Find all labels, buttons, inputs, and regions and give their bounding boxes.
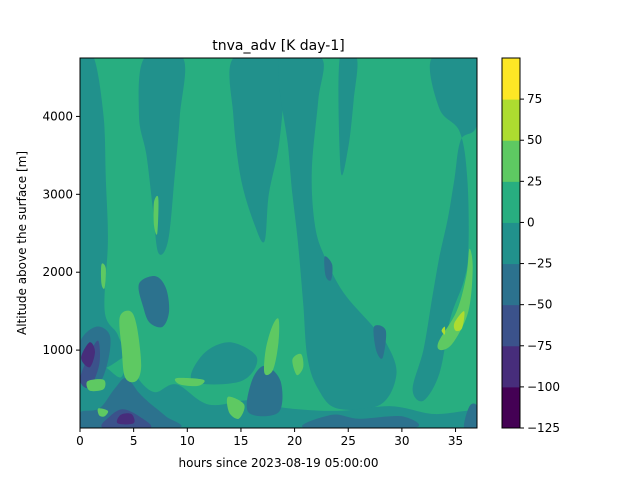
colorbar-frame bbox=[501, 57, 521, 429]
colorbar-band bbox=[502, 386, 520, 429]
y-axis-label: Altitude above the surface [m] bbox=[15, 151, 29, 335]
colorbar-tick-label: 75 bbox=[527, 92, 542, 106]
y-tick-label: 4000 bbox=[42, 109, 73, 123]
plot-frame bbox=[79, 57, 478, 429]
chart-title: tnva_adv [K day-1] bbox=[212, 38, 344, 54]
x-tick-label: 25 bbox=[341, 434, 356, 448]
contour-region bbox=[264, 318, 280, 376]
x-tick-label: 15 bbox=[233, 434, 248, 448]
colorbar-tick-label: −75 bbox=[527, 339, 552, 353]
y-tick-label: 3000 bbox=[42, 187, 73, 201]
x-tick-label: 35 bbox=[448, 434, 463, 448]
x-tick-label: 30 bbox=[394, 434, 409, 448]
contour-region bbox=[174, 377, 205, 387]
colorbar-tick-label: −125 bbox=[527, 421, 560, 435]
contour-region bbox=[412, 58, 477, 402]
contour-region bbox=[86, 379, 106, 392]
colorbar-band bbox=[502, 345, 520, 388]
contour-region bbox=[338, 58, 358, 176]
contour-region bbox=[463, 403, 477, 428]
colorbar-tick-label: 0 bbox=[527, 215, 535, 229]
contour-region bbox=[97, 408, 109, 417]
contour-region bbox=[246, 365, 283, 417]
x-tick-label: 0 bbox=[76, 434, 84, 448]
y-tick-label: 1000 bbox=[42, 343, 73, 357]
x-tick-label: 10 bbox=[180, 434, 195, 448]
colorbar-tick-label: 50 bbox=[527, 133, 542, 147]
contour-region bbox=[80, 58, 126, 370]
contour-region bbox=[226, 396, 245, 419]
colorbar: −125 −100 −75 −50 −25 0 25 50 75 bbox=[501, 57, 560, 435]
contour-region bbox=[441, 326, 446, 335]
colorbar-band bbox=[502, 304, 520, 347]
colorbar-tick-label: −50 bbox=[527, 298, 552, 312]
x-axis-label: hours since 2023-08-19 05:00:00 bbox=[179, 456, 379, 470]
contour-region bbox=[292, 353, 304, 376]
contour-regions bbox=[80, 58, 477, 428]
contour-region bbox=[80, 357, 477, 428]
contour-region bbox=[190, 342, 258, 385]
contour-region bbox=[138, 276, 170, 328]
contour-region bbox=[138, 58, 186, 255]
x-tick-label: 5 bbox=[130, 434, 138, 448]
colorbar-band bbox=[502, 222, 520, 265]
colorbar-band bbox=[502, 140, 520, 182]
contour-region bbox=[116, 413, 135, 425]
colorbar-band bbox=[502, 99, 520, 141]
contour-region bbox=[81, 342, 95, 368]
y-axis-ticks: 1000 2000 3000 4000 bbox=[42, 109, 80, 357]
contour-region bbox=[119, 310, 142, 383]
colorbar-tick-label: −100 bbox=[527, 380, 560, 394]
contour-region bbox=[229, 58, 288, 243]
contour-region bbox=[153, 195, 159, 235]
x-axis-ticks: 0 5 10 15 20 25 30 35 bbox=[76, 428, 463, 448]
colorbar-band bbox=[502, 181, 520, 223]
colorbar-band bbox=[502, 263, 520, 306]
contour-region bbox=[453, 311, 465, 332]
x-tick-label: 20 bbox=[287, 434, 302, 448]
colorbar-tick-label: −25 bbox=[527, 257, 552, 271]
contour-region bbox=[100, 263, 106, 289]
colorbar-band bbox=[502, 58, 520, 100]
contour-region bbox=[278, 58, 397, 410]
contour-region bbox=[302, 414, 419, 428]
y-tick-label: 2000 bbox=[42, 265, 73, 279]
contour-region bbox=[324, 256, 333, 281]
colorbar-tick-label: 25 bbox=[527, 174, 542, 188]
contour-region bbox=[373, 325, 387, 359]
